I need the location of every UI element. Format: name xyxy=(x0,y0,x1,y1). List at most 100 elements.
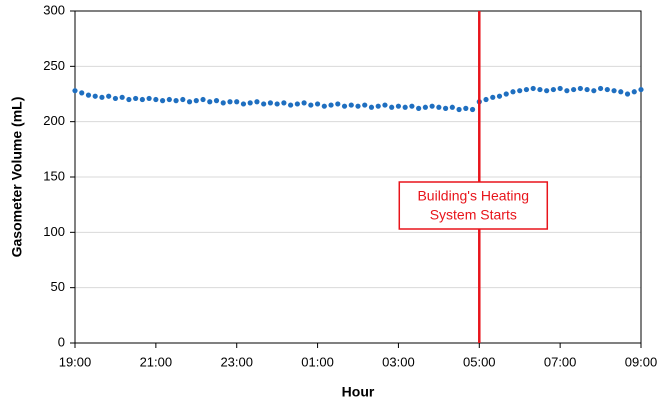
data-point xyxy=(564,88,570,94)
data-point xyxy=(159,98,166,104)
y-tick-label: 100 xyxy=(43,224,65,239)
data-point xyxy=(247,100,253,106)
data-point xyxy=(72,88,78,94)
annotation-text: System Starts xyxy=(430,207,517,223)
data-point xyxy=(153,96,159,103)
y-tick-label: 300 xyxy=(43,2,65,17)
data-point xyxy=(456,106,462,113)
data-point xyxy=(429,103,435,109)
data-point xyxy=(395,103,402,109)
data-point xyxy=(301,100,307,106)
data-point xyxy=(490,94,496,100)
data-point xyxy=(126,96,132,103)
data-point xyxy=(389,104,395,110)
data-point xyxy=(213,98,220,104)
x-tick-label: 19:00 xyxy=(59,354,92,369)
data-point xyxy=(368,104,375,110)
data-point xyxy=(611,88,617,94)
x-tick-label: 09:00 xyxy=(625,354,658,369)
data-point xyxy=(537,86,543,93)
data-point xyxy=(409,103,415,109)
data-point xyxy=(335,101,341,107)
data-point xyxy=(375,103,381,109)
data-point xyxy=(550,86,557,93)
data-point xyxy=(85,92,92,98)
data-point xyxy=(510,89,516,95)
y-axis-label: Gasometer Volume (mL) xyxy=(9,97,25,258)
data-point xyxy=(146,95,152,102)
data-point xyxy=(557,85,563,92)
x-tick-label: 07:00 xyxy=(544,354,577,369)
data-point xyxy=(416,105,422,111)
data-point xyxy=(79,90,85,96)
data-point xyxy=(119,94,125,100)
x-tick-label: 21:00 xyxy=(140,354,173,369)
data-point xyxy=(180,96,186,103)
data-point xyxy=(267,100,274,106)
x-tick-label: 23:00 xyxy=(220,354,253,369)
data-point xyxy=(469,106,476,113)
y-tick-label: 250 xyxy=(43,58,65,73)
data-point xyxy=(503,91,509,97)
y-tick-label: 200 xyxy=(43,113,65,128)
data-point xyxy=(321,103,327,109)
data-point xyxy=(220,100,226,106)
data-point xyxy=(577,85,583,92)
data-point xyxy=(382,102,388,108)
x-tick-label: 03:00 xyxy=(382,354,415,369)
data-point xyxy=(254,99,260,105)
data-point xyxy=(530,85,536,92)
data-point xyxy=(517,88,523,94)
data-point xyxy=(355,103,361,109)
data-point xyxy=(591,88,597,94)
data-point xyxy=(571,86,577,93)
data-point xyxy=(133,95,139,102)
data-point xyxy=(288,102,294,108)
data-point xyxy=(544,88,550,94)
data-point xyxy=(314,101,321,107)
data-point xyxy=(234,99,240,105)
data-point xyxy=(139,96,145,103)
data-point xyxy=(193,98,199,104)
y-tick-label: 50 xyxy=(51,279,65,294)
data-point xyxy=(496,93,503,99)
data-point xyxy=(422,104,428,110)
data-point xyxy=(328,102,334,108)
y-tick-label: 0 xyxy=(58,334,65,349)
data-point xyxy=(341,103,348,109)
data-point xyxy=(597,85,604,92)
data-point xyxy=(523,86,530,93)
data-point xyxy=(624,91,631,97)
data-point xyxy=(200,96,206,103)
data-point xyxy=(294,101,300,107)
data-point xyxy=(112,95,119,102)
data-point xyxy=(308,102,314,108)
data-point xyxy=(227,99,233,105)
data-point xyxy=(449,104,455,110)
annotation-box xyxy=(398,181,549,230)
data-point xyxy=(348,102,354,108)
data-point xyxy=(463,105,469,111)
data-point xyxy=(362,102,368,108)
data-point xyxy=(99,94,105,100)
data-point xyxy=(604,86,610,93)
data-point xyxy=(240,101,247,107)
x-axis-label: Hour xyxy=(342,384,375,400)
data-point xyxy=(281,100,287,106)
data-point xyxy=(638,86,644,93)
data-point xyxy=(92,93,98,99)
data-point xyxy=(186,99,193,105)
y-tick-label: 150 xyxy=(43,168,65,183)
x-tick-label: 05:00 xyxy=(463,354,496,369)
data-point xyxy=(402,104,408,110)
data-point xyxy=(436,104,442,110)
data-point xyxy=(261,101,267,107)
data-point xyxy=(274,101,280,107)
data-point xyxy=(207,99,213,105)
data-point xyxy=(106,93,112,99)
data-point xyxy=(166,96,172,103)
annotation-text: Building's Heating xyxy=(417,188,529,204)
data-point xyxy=(584,86,590,93)
x-tick-label: 01:00 xyxy=(301,354,334,369)
